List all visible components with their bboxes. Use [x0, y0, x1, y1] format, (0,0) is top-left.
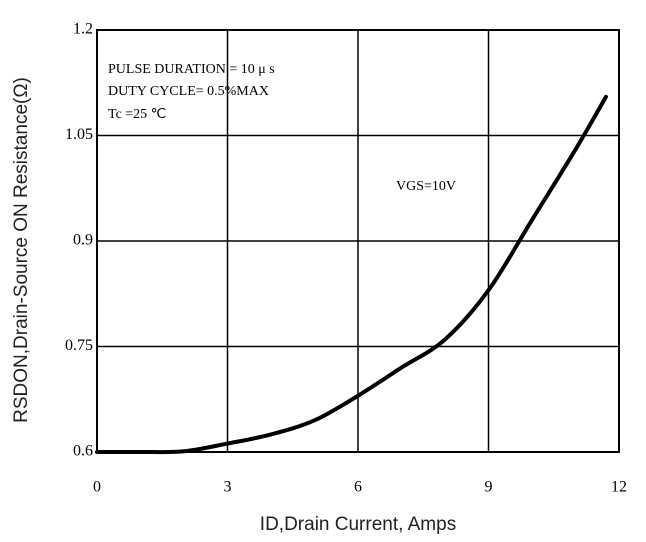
annotation: Tc =25 ℃ [108, 107, 166, 122]
x-tick-label: 12 [611, 479, 627, 496]
x-axis-label: ID,Drain Current, Amps [260, 514, 456, 535]
y-tick-label: 0.75 [65, 337, 93, 354]
y-tick-label: 1.05 [65, 126, 93, 143]
x-tick-label: 3 [224, 479, 232, 496]
x-tick-label: 6 [354, 479, 362, 496]
annotation: PULSE DURATION = 10 μ s [108, 62, 275, 77]
y-tick-label: 1.2 [73, 21, 93, 38]
y-axis-label: RSDON,Drain-Source ON Resistance(Ω) [11, 77, 32, 423]
x-tick-label: 0 [93, 479, 101, 496]
annotation: VGS=10V [396, 179, 456, 194]
annotation: DUTY CYCLE= 0.5%MAX [108, 84, 269, 99]
y-tick-label: 0.6 [73, 443, 93, 460]
x-tick-label: 9 [485, 479, 493, 496]
data-line [95, 94, 608, 455]
y-tick-label: 0.9 [73, 232, 93, 249]
